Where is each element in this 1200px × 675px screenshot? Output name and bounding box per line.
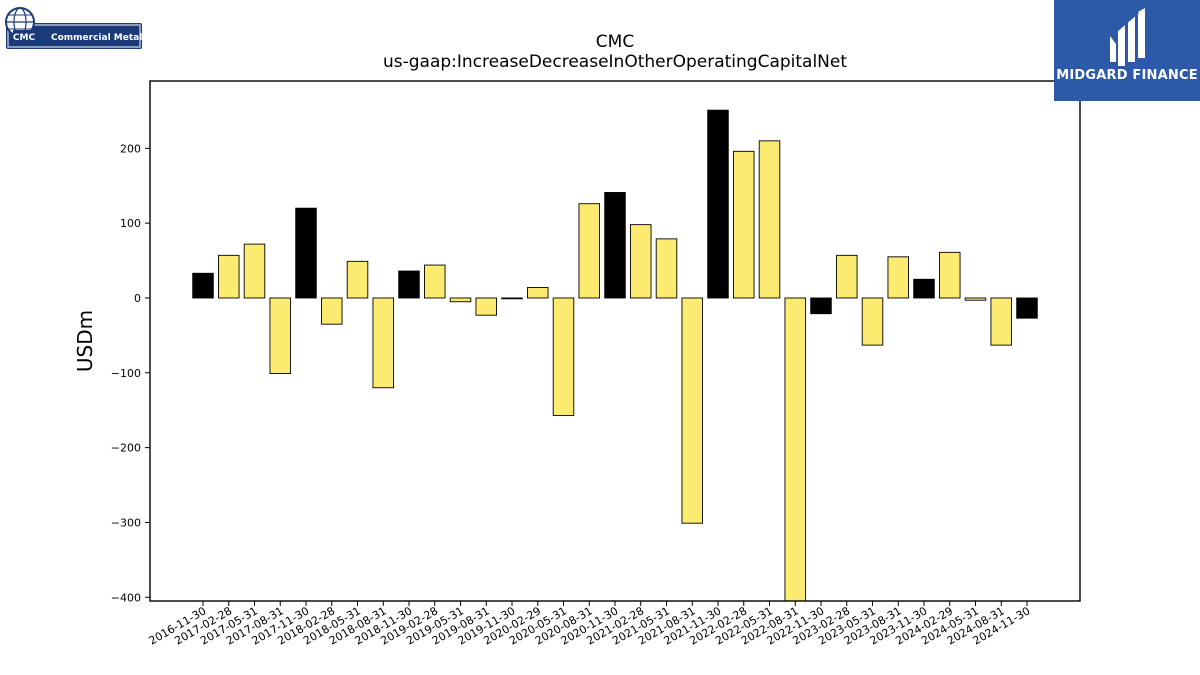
chart-title: CMC: [595, 32, 635, 52]
cmc-name: Commercial Metals: [51, 33, 144, 43]
bar-2021-08-31: [681, 297, 704, 524]
midgard-finance-logo: MIDGARD FINANCE: [1054, 0, 1200, 101]
midgard-mark-icon: [1109, 8, 1145, 66]
y-tick-label: −100: [111, 367, 141, 380]
bar-2023-02-28: [836, 254, 858, 299]
bar-2017-08-31: [269, 297, 292, 375]
y-tick-label: 0: [134, 292, 141, 305]
bar-2024-08-31: [990, 297, 1013, 346]
cmc-mark: CMC: [13, 33, 36, 43]
y-tick-label: 200: [120, 142, 141, 155]
bar-2020-08-31: [578, 203, 601, 299]
bar-2024-05-31: [964, 297, 987, 301]
bar-2017-11-30: [295, 207, 317, 299]
bar-2017-02-28: [217, 254, 240, 299]
bar-2024-02-29: [939, 251, 961, 299]
bar-2022-05-31: [758, 140, 781, 299]
bar-2016-11-30: [192, 272, 214, 299]
y-tick-label: −400: [111, 591, 141, 604]
bar-2022-02-28: [733, 150, 755, 299]
chart-subtitle: us-gaap:IncreaseDecreaseInOtherOperating…: [382, 52, 848, 72]
bar-2019-08-31: [475, 297, 498, 316]
bar-2019-11-30: [501, 297, 523, 300]
bar-2021-11-30: [707, 109, 729, 299]
bar-2019-02-28: [424, 264, 446, 299]
y-tick-label: −300: [111, 516, 141, 529]
bar-2022-11-30: [810, 297, 832, 315]
bar-2019-05-31: [449, 297, 472, 303]
bar-2024-11-30: [1016, 297, 1038, 319]
bar-2021-02-28: [630, 224, 652, 299]
bar-2023-05-31: [861, 297, 884, 346]
bar-2020-11-30: [604, 192, 626, 299]
globe-icon: CMC Commercial Metals: [5, 7, 148, 49]
y-tick-label: 100: [120, 217, 141, 230]
bar-2022-08-31: [784, 297, 807, 602]
bar-2018-05-31: [346, 260, 369, 299]
bar-2017-05-31: [243, 243, 266, 299]
bar-2023-08-31: [887, 256, 910, 299]
bar-2021-05-31: [655, 238, 678, 299]
bar-2018-08-31: [372, 297, 395, 389]
bar-2018-11-30: [398, 270, 420, 299]
bar-2023-11-30: [913, 278, 935, 299]
bar-2020-05-31: [552, 297, 575, 416]
cmc-logo: CMC Commercial Metals: [4, 6, 148, 52]
bar-2018-02-28: [321, 297, 343, 325]
y-tick-label: −200: [111, 442, 141, 455]
midgard-brand-text: MIDGARD FINANCE: [1056, 68, 1198, 83]
y-axis-label: USDm: [73, 310, 97, 372]
bar-2020-02-29: [527, 287, 549, 299]
